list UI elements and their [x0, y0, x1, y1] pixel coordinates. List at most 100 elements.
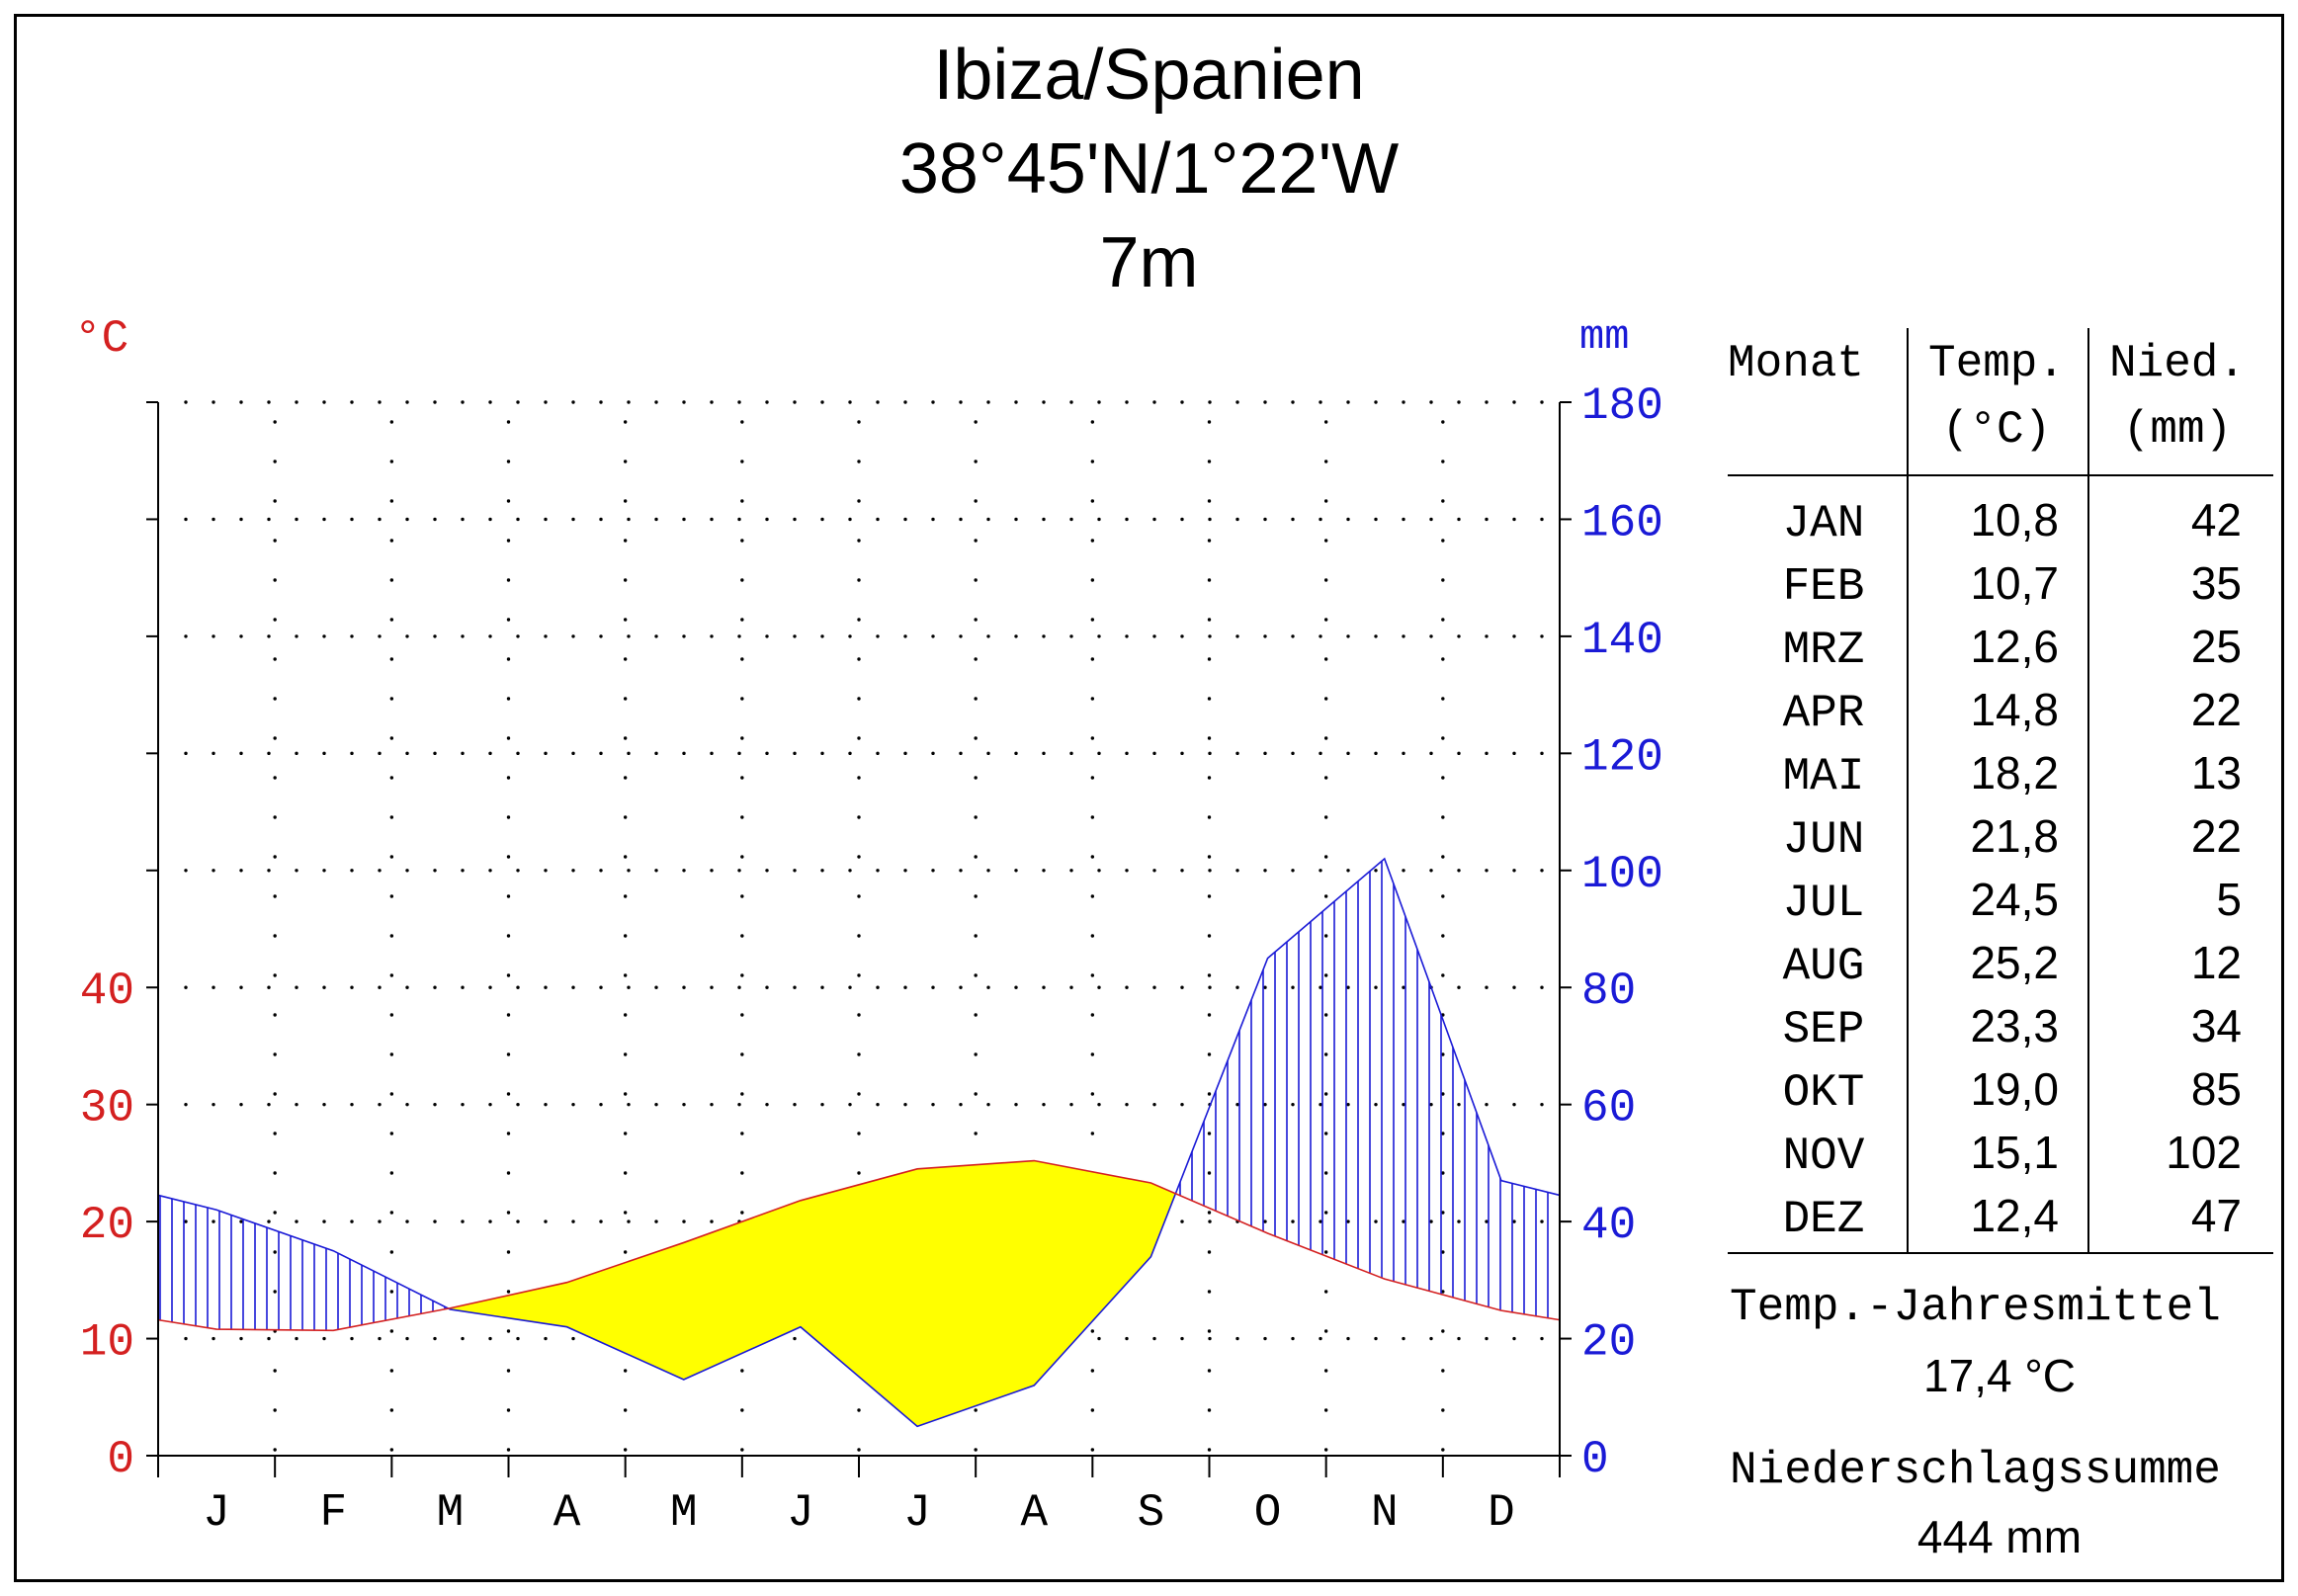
grid-dot [1207, 1290, 1212, 1294]
grid-dot [1125, 634, 1129, 638]
grid-dot [710, 634, 714, 638]
grid-dot [931, 985, 935, 989]
grid-dot [1323, 697, 1328, 701]
grid-dot [1346, 869, 1350, 873]
grid-dot [974, 973, 978, 977]
table-cell-temp: 24,5 [1970, 874, 2059, 925]
grid-dot [389, 657, 394, 661]
grid-dot [710, 751, 714, 756]
grid-dot [710, 400, 714, 404]
grid-dot [273, 460, 277, 463]
grid-dot [461, 634, 465, 638]
grid-dot [903, 400, 907, 404]
grid-dot [1374, 1336, 1378, 1341]
table-header-precip-unit: (mm) [2123, 404, 2232, 456]
grid-dot [1402, 517, 1405, 522]
grid-dot [1152, 634, 1156, 638]
grid-dot [1429, 751, 1433, 756]
table-cell-precip: 35 [2191, 557, 2242, 609]
grid-dot [1125, 1336, 1129, 1341]
grid-dot [1125, 400, 1129, 404]
grid-dot [212, 985, 215, 989]
grid-dot [1291, 517, 1295, 522]
grid-dot [1180, 869, 1184, 873]
grid-dot [740, 934, 744, 938]
table-row: AUG 25,2 12 [1783, 937, 2242, 992]
grid-dot [793, 751, 797, 756]
grid-dot [974, 1448, 978, 1452]
grid-dot [1441, 460, 1445, 463]
grid-dot [1346, 400, 1350, 404]
grid-dot [433, 400, 437, 404]
temp-mean-label: Temp.-Jahresmittel [1730, 1282, 2221, 1333]
grid-dot [544, 400, 548, 404]
humid-area [158, 858, 1560, 1331]
table-cell-temp: 19,0 [1970, 1063, 2059, 1115]
grid-dot [737, 400, 741, 404]
grid-dot [793, 1336, 797, 1341]
grid-dot [599, 517, 603, 522]
table-row: OKT 19,0 85 [1783, 1063, 2242, 1119]
grid-dot [737, 985, 741, 989]
grid-dot [461, 985, 465, 989]
grid-dot [267, 869, 271, 873]
table-row: FEB 10,7 35 [1783, 557, 2242, 613]
grid-dot [857, 420, 861, 424]
grid-dot [599, 634, 603, 638]
grid-dot [1512, 517, 1516, 522]
grid-dot [1207, 855, 1212, 859]
grid-dot [857, 1171, 861, 1175]
grid-dot [273, 1408, 277, 1412]
grid-dot [1441, 1448, 1445, 1452]
grid-dot [876, 869, 880, 873]
grid-dot [544, 517, 548, 522]
grid-dot [1125, 1102, 1129, 1107]
grid-dot [1485, 400, 1489, 404]
grid-dot [1069, 751, 1073, 756]
grid-dot [1263, 751, 1267, 756]
grid-dot [857, 499, 861, 503]
grid-dot [1152, 517, 1156, 522]
grid-dot [1207, 1250, 1212, 1254]
grid-dot [1323, 539, 1328, 543]
grid-dot [974, 855, 978, 859]
grid-dot [1090, 1329, 1095, 1333]
grid-dot [740, 1408, 744, 1412]
grid-dot [433, 751, 437, 756]
grid-dot [1207, 1211, 1212, 1215]
grid-dot [682, 634, 686, 638]
grid-dot [273, 894, 277, 898]
grid-dot [740, 1092, 744, 1096]
month-label: J [203, 1487, 230, 1539]
grid-dot [1441, 420, 1445, 424]
grid-dot [623, 815, 628, 819]
grid-dot [848, 751, 852, 756]
grid-dot [1207, 973, 1212, 977]
grid-dot [986, 634, 990, 638]
grid-dot [959, 869, 963, 873]
grid-dot [1512, 400, 1516, 404]
grid-dot [1125, 751, 1129, 756]
grid-dot [820, 751, 824, 756]
grid-dot [506, 1250, 511, 1254]
grid-dot [389, 1448, 394, 1452]
grid-dot [516, 985, 520, 989]
grid-dot [389, 1369, 394, 1373]
grid-dot [623, 1013, 628, 1017]
grid-dot [1069, 400, 1073, 404]
grid-dot [623, 934, 628, 938]
grid-dot [273, 1211, 277, 1215]
grid-dot [1207, 1448, 1212, 1452]
grid-dot [986, 751, 990, 756]
grid-dot [1208, 1219, 1212, 1223]
grid-dot [654, 1102, 658, 1107]
grid-dot [737, 1102, 741, 1107]
grid-dot [1152, 400, 1156, 404]
grid-dot [1346, 1336, 1350, 1341]
grid-dot [931, 1102, 935, 1107]
grid-dot [1323, 776, 1328, 780]
grid-dot [1319, 634, 1322, 638]
grid-dot [273, 815, 277, 819]
